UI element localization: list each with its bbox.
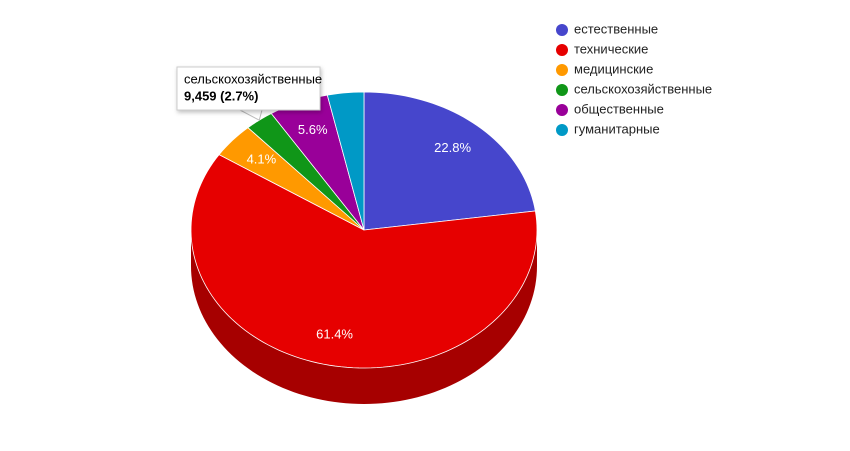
tooltip: сельскохозяйственные 9,459 (2.7%) <box>176 66 322 111</box>
slice-label: 4.1% <box>247 152 277 167</box>
legend-marker <box>556 104 568 116</box>
tooltip-value: 9,459 (2.7%) <box>184 88 258 103</box>
slice-label: 22.8% <box>434 140 471 155</box>
slice <box>190 154 538 369</box>
tooltip-box <box>176 66 321 111</box>
legend-label: гуманитарные <box>574 121 660 136</box>
slice-label: 5.6% <box>298 122 328 137</box>
legend-label: естественные <box>574 21 658 36</box>
legend-marker <box>556 24 568 36</box>
legend-marker <box>556 64 568 76</box>
tooltip-title: сельскохозяйственные <box>184 71 322 86</box>
legend-marker <box>556 124 568 136</box>
slice-side <box>191 230 537 404</box>
legend-label: медицинские <box>574 61 653 76</box>
legend-label: технические <box>574 41 648 56</box>
slice-label: 61.4% <box>316 326 353 341</box>
legend-label: сельскохозяйственные <box>574 81 712 96</box>
tooltip-pointer <box>239 109 263 121</box>
legend-marker <box>556 84 568 96</box>
legend-marker <box>556 44 568 56</box>
legend-label: общественные <box>574 101 664 116</box>
slice <box>218 127 365 231</box>
slice <box>363 91 536 231</box>
slice <box>326 91 365 231</box>
